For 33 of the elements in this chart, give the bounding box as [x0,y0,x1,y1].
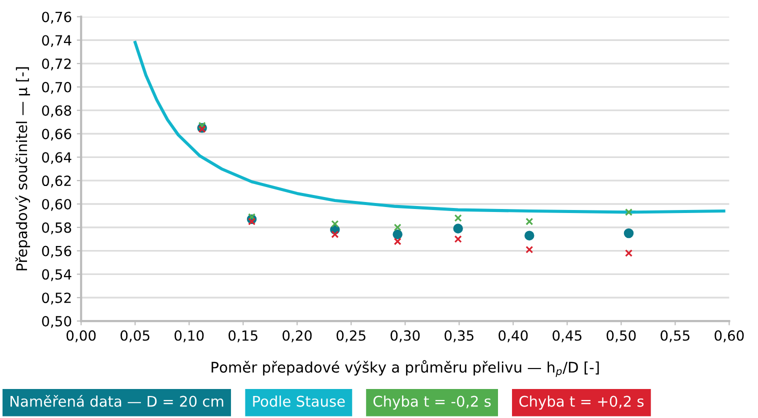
x-tick-label: 0,30 [390,330,420,342]
y-tick-label: 0,60 [42,198,72,211]
y-tick-label: 0,72 [42,58,71,70]
y-tick-label: 0,58 [42,222,72,234]
text: Podle Stause [253,396,345,407]
x-tick-label: 0,10 [174,330,204,342]
x-tick-label: 0,55 [660,330,690,342]
y-tick-label: 0,76 [42,12,72,24]
x-tick-label: 0,25 [336,330,366,342]
y-tick-label: 0,68 [42,105,72,118]
y-tick-label: 0,64 [42,152,72,164]
y-tick-label: 0,50 [42,316,72,328]
x-tick-label: 0,00 [66,330,96,342]
y-axis-title: Přepadový součinitel — μ [-] [15,67,30,270]
x-axis-title: Poměr přepadové výšky a průměru přelivu — h$_{p}$/D [-] [212,360,599,378]
x-tick-label: 0,60 [714,330,744,342]
y-tick-label: 0,70 [42,82,72,94]
y-tick-label: 0,62 [42,176,71,188]
x-tick-label: 0,35 [444,330,474,342]
x-tick-label: 0,15 [228,330,258,342]
y-tick-label: 0,74 [42,35,72,48]
x-tick-label: 0,05 [120,330,150,342]
x-tick-label: 0,20 [282,330,312,342]
y-tick-label: 0,54 [42,269,72,282]
y-tick-label: 0,56 [42,246,72,258]
y-tick-label: 0,52 [42,292,71,305]
x-tick-label: 0,50 [606,330,636,342]
text: Naměřená data — D = 20 cm [10,394,224,407]
text: Chyba t = +0,2 s [519,396,644,410]
y-tick-label: 0,66 [42,128,72,141]
x-tick-label: 0,40 [498,330,528,342]
text: Chyba t = -0,2 s [373,396,491,410]
x-tick-label: 0,45 [552,330,582,342]
